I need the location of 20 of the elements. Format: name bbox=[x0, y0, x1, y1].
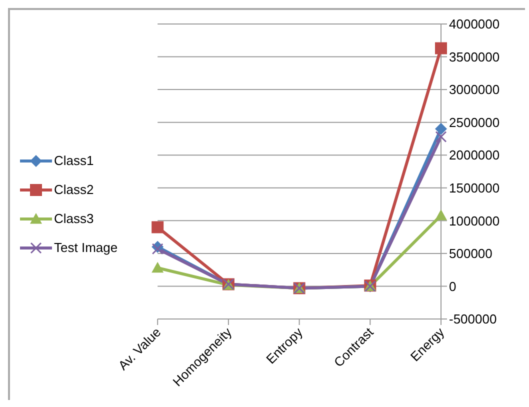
legend-label: Class1 bbox=[54, 153, 94, 168]
point bbox=[435, 122, 447, 135]
y-tick-label: 500000 bbox=[449, 246, 492, 262]
y-tick-label: 0 bbox=[449, 278, 456, 294]
y-tick-label: 1000000 bbox=[449, 213, 500, 228]
point bbox=[435, 131, 447, 143]
y-tick-label: -500000 bbox=[449, 312, 497, 327]
legend-label: Class3 bbox=[54, 211, 94, 226]
y-tick-label: 1500000 bbox=[449, 180, 500, 196]
point bbox=[152, 243, 164, 255]
legend-label: Test Image bbox=[54, 240, 118, 255]
y-tick-label: 3000000 bbox=[449, 82, 500, 98]
y-tick-label: 4000000 bbox=[449, 16, 500, 32]
legend-label: Class2 bbox=[54, 182, 94, 197]
point bbox=[152, 221, 164, 234]
y-tick-label: 2500000 bbox=[449, 114, 500, 130]
y-tick-label: 3500000 bbox=[449, 49, 500, 64]
point bbox=[152, 262, 164, 273]
point bbox=[435, 42, 447, 54]
y-tick-label: 2000000 bbox=[449, 148, 500, 163]
